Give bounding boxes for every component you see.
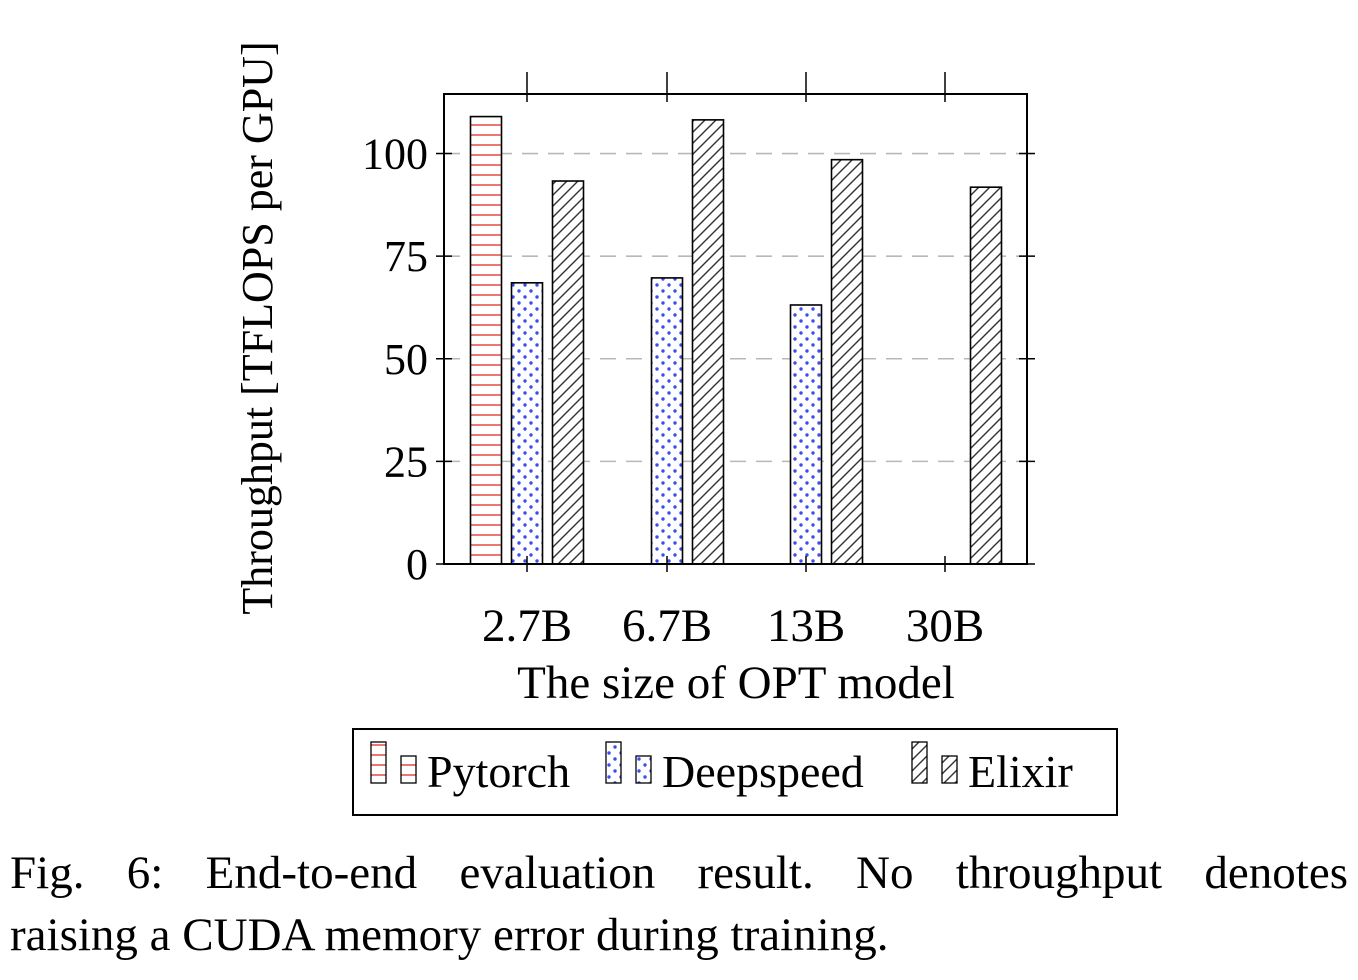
caption-line-1: Fig. 6: End-to-end evaluation result. No… bbox=[10, 847, 1348, 899]
y-tick-label-100: 100 bbox=[362, 130, 428, 179]
y-axis-label: Throughput [TFLOPS per GPU] bbox=[233, 41, 282, 614]
x-tick-label-2-7b: 2.7B bbox=[482, 600, 572, 652]
y-tick-label-75: 75 bbox=[384, 232, 428, 281]
legend-swatch-elixir bbox=[911, 741, 928, 784]
bar-deepspeed-6-7b bbox=[650, 277, 684, 565]
y-tick-label-0: 0 bbox=[406, 540, 428, 589]
legend: Pytorch Deepspeed Elixir bbox=[370, 741, 1073, 797]
chart: 2.7B 6.7B 13B 30B 0 25 50 75 100 Throughput [TF… bbox=[233, 41, 1118, 816]
bar-deepspeed-2-7b bbox=[510, 282, 544, 565]
figure-caption: Fig. 6: End-to-end evaluation result. No… bbox=[10, 842, 1348, 966]
legend-swatch-pytorch bbox=[370, 741, 387, 784]
caption-line-2: raising a CUDA memory error during train… bbox=[10, 909, 889, 961]
x-tick-label-30b: 30B bbox=[906, 600, 984, 652]
x-axis-label: The size of OPT model bbox=[517, 657, 955, 709]
bar-elixir-13b bbox=[830, 158, 864, 565]
x-tick-label-6-7b: 6.7B bbox=[622, 600, 712, 652]
legend-swatch-deepspeed bbox=[605, 741, 622, 784]
legend-swatch-small-deepspeed bbox=[635, 755, 652, 784]
x-ticks: 2.7B 6.7B 13B 30B bbox=[482, 72, 984, 652]
legend-label-deepspeed: Deepspeed bbox=[662, 746, 864, 797]
bar-deepspeed-13b bbox=[789, 304, 823, 565]
legend-label-elixir: Elixir bbox=[968, 746, 1073, 797]
plot-frame bbox=[443, 93, 1028, 565]
legend-box bbox=[352, 728, 1118, 816]
y-tick-label-25: 25 bbox=[384, 437, 428, 486]
y-ticks: 0 25 50 75 100 bbox=[362, 130, 1035, 589]
bars bbox=[469, 115, 1003, 565]
bar-elixir-6-7b bbox=[691, 119, 725, 565]
legend-label-pytorch: Pytorch bbox=[427, 746, 570, 797]
y-tick-label-50: 50 bbox=[384, 335, 428, 384]
legend-swatch-small-elixir bbox=[941, 755, 958, 784]
legend-swatch-small-pytorch bbox=[400, 755, 417, 784]
x-tick-label-13b: 13B bbox=[767, 600, 845, 652]
grid-lines bbox=[444, 152, 1027, 463]
bar-elixir-2-7b bbox=[551, 180, 585, 565]
bar-elixir-30b bbox=[969, 186, 1003, 565]
bar-pytorch-2-7b bbox=[469, 115, 503, 565]
